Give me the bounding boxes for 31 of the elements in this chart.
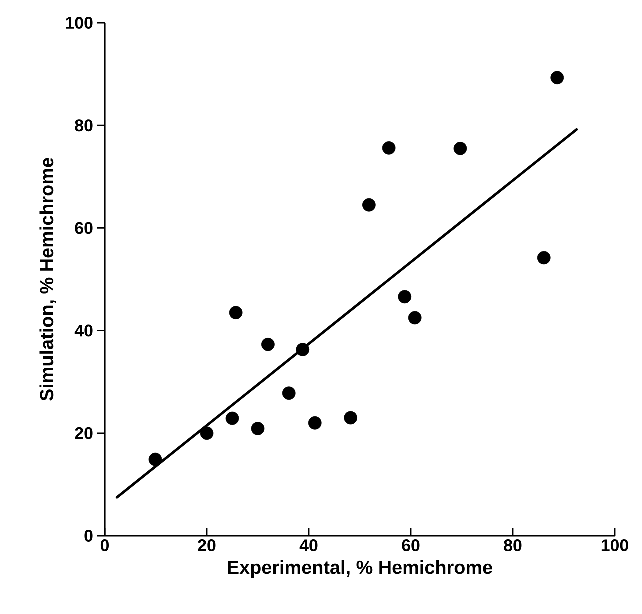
y-tick-label: 80 <box>75 120 93 132</box>
point <box>296 343 310 356</box>
point <box>200 426 214 440</box>
y-tick-label: 0 <box>84 530 93 542</box>
x-tick-label: 40 <box>300 540 318 552</box>
point <box>408 311 422 325</box>
point <box>229 306 243 320</box>
x-tick-label: 80 <box>504 540 522 552</box>
point <box>282 386 296 400</box>
y-tick-label: 100 <box>66 16 93 29</box>
point <box>382 141 396 155</box>
point <box>262 338 275 352</box>
point <box>308 416 322 430</box>
point <box>537 251 551 265</box>
point <box>398 290 412 304</box>
y-axis-title: Simulation, % Hemichrome <box>40 158 56 401</box>
point <box>344 411 358 425</box>
y-tick-label: 60 <box>75 222 93 234</box>
point <box>148 452 162 466</box>
y-tick-label: 40 <box>74 324 93 337</box>
x-tick-label: 20 <box>198 540 216 552</box>
x-tick-label: 0 <box>100 540 110 552</box>
point <box>362 198 376 212</box>
x-axis-title: Experimental, % Hemichrome <box>228 560 492 578</box>
point <box>226 412 240 426</box>
y-tick-label: 20 <box>75 427 93 440</box>
point <box>454 142 468 156</box>
x-tick-label: 100 <box>602 540 628 552</box>
point <box>550 71 564 85</box>
point <box>251 422 265 436</box>
x-tick-label: 60 <box>402 540 420 552</box>
